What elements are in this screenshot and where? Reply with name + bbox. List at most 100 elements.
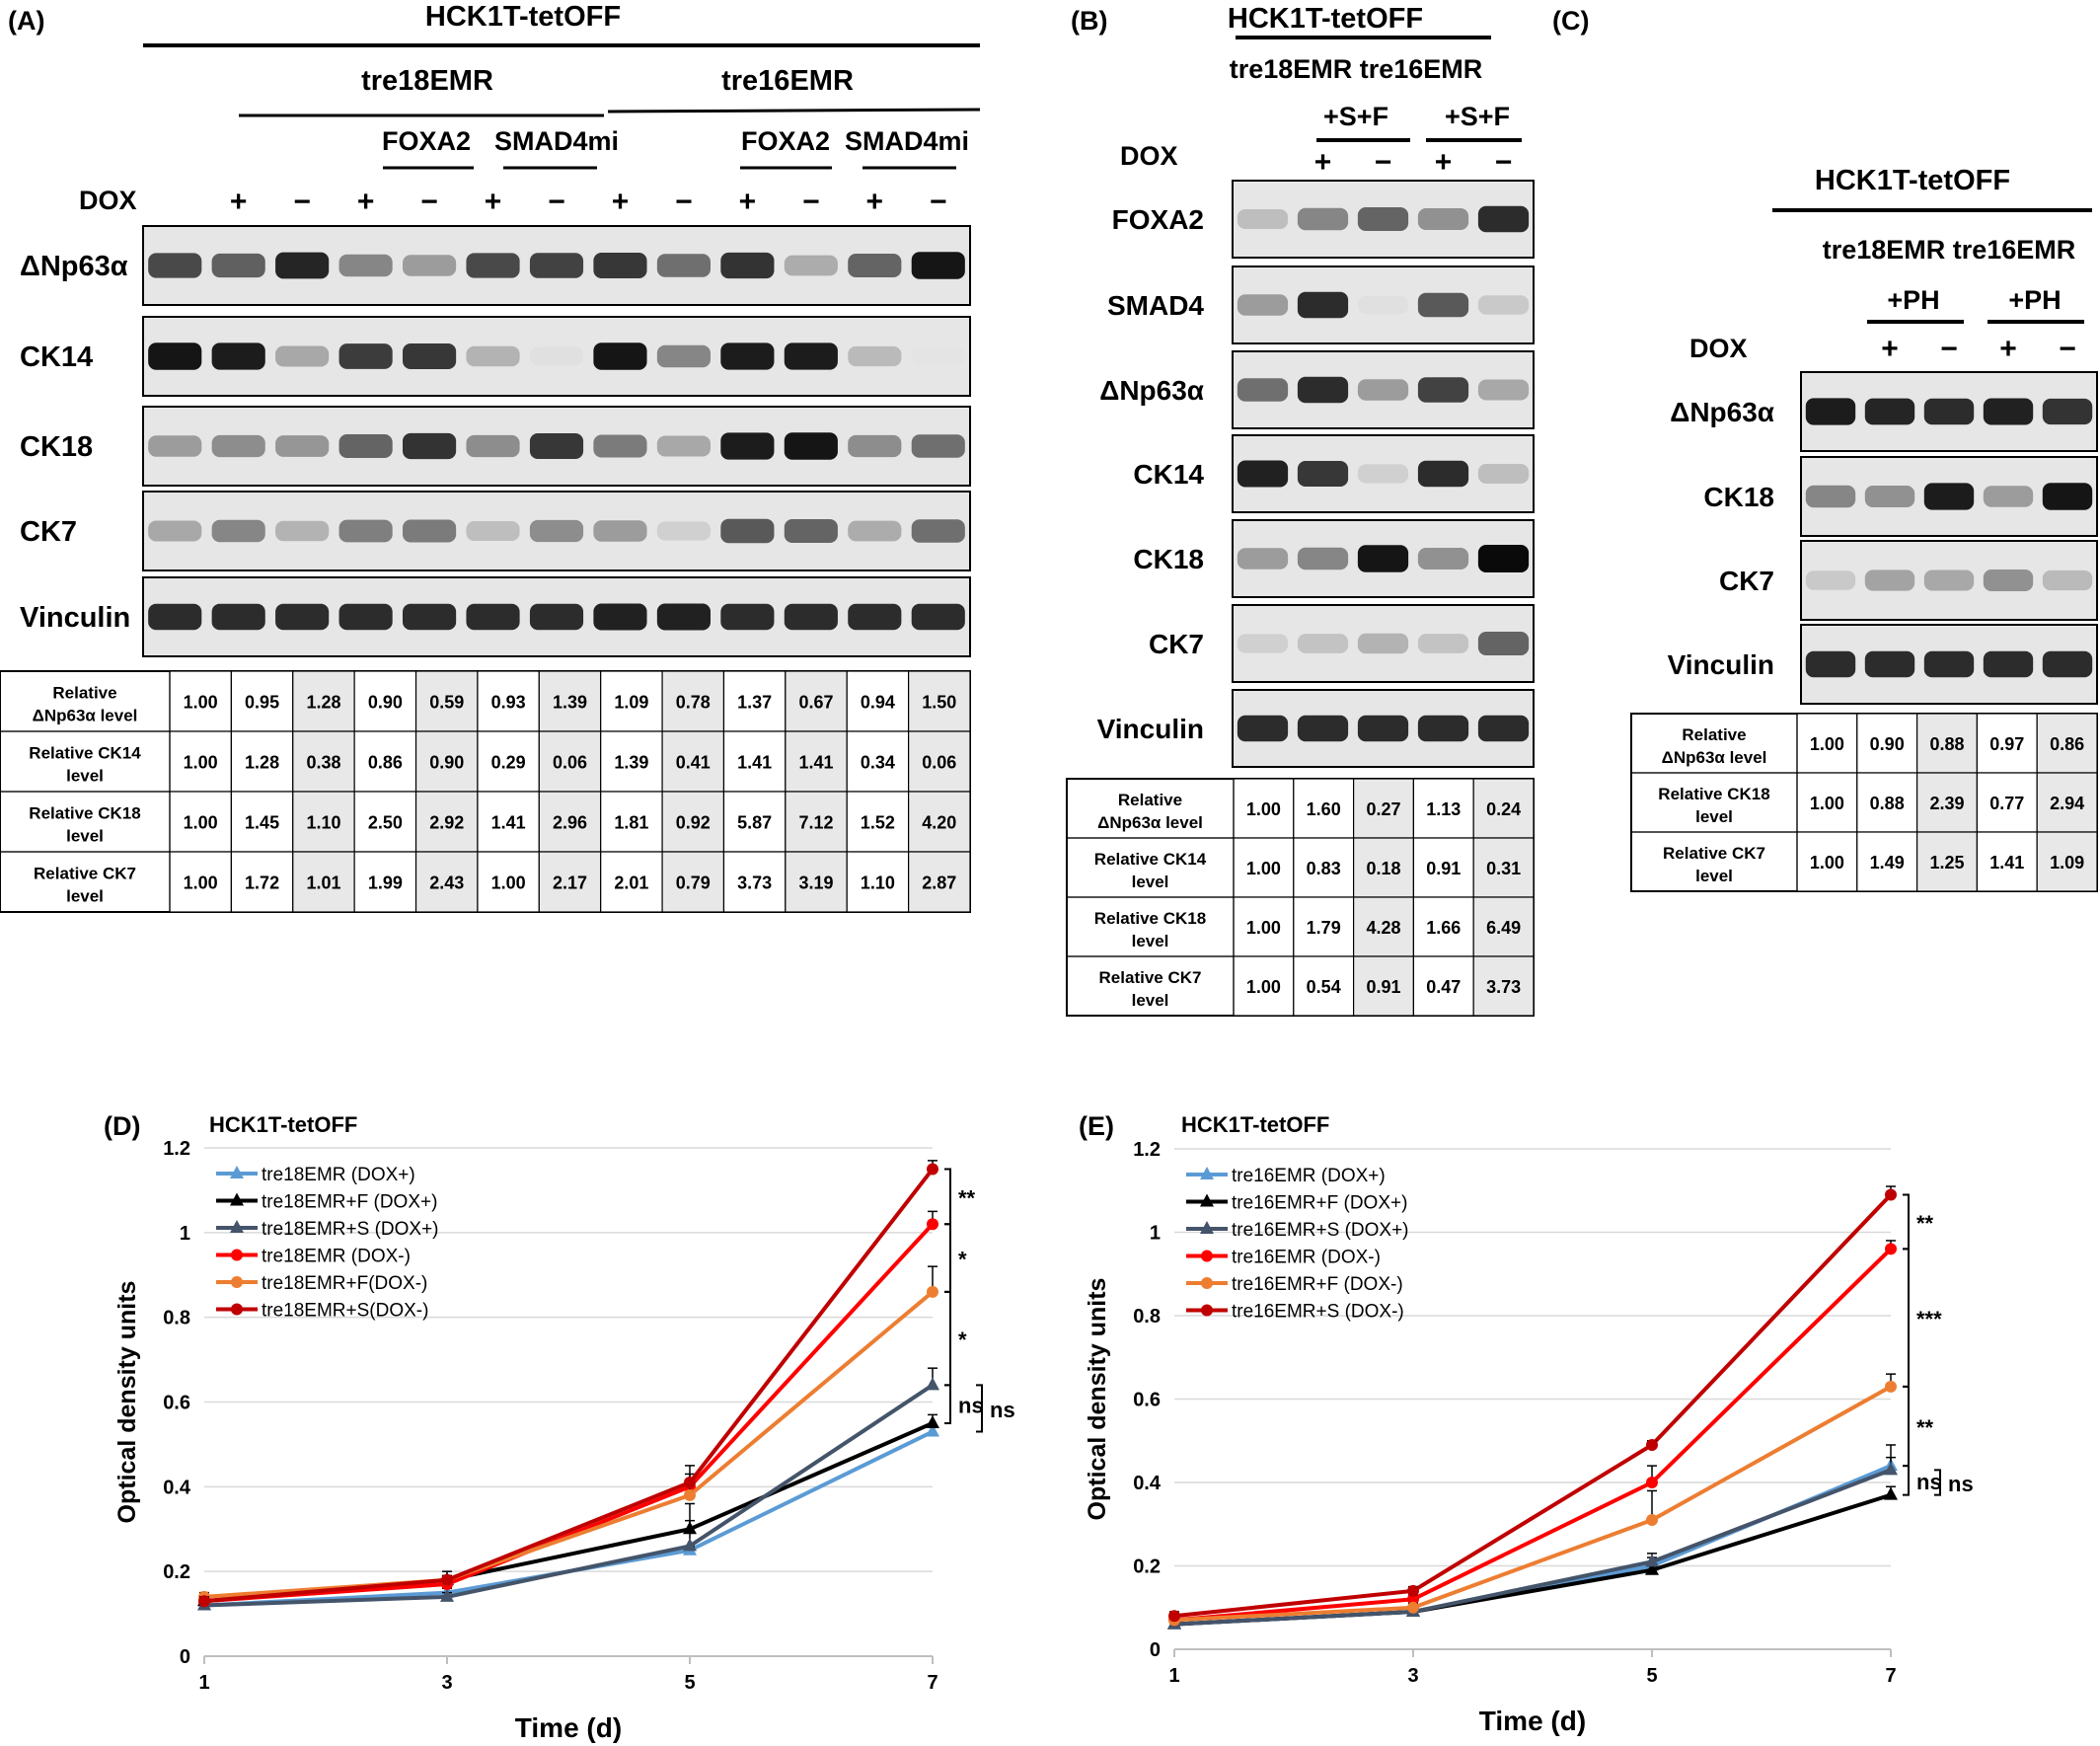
panel-a-cell-value: 1.00 <box>184 693 218 713</box>
panel-a-band <box>148 342 202 370</box>
panel-a-cell-value: 1.00 <box>184 753 218 773</box>
panel-a-sub-4: SMAD4mi <box>845 126 969 156</box>
chart-e-significance: *** <box>1916 1307 1942 1331</box>
panel-c-cell <box>1856 831 1918 892</box>
panel-a-band <box>911 603 965 631</box>
panel-c-cell-value: 1.00 <box>1810 734 1844 754</box>
chart-d-xtick: 1 <box>198 1672 209 1694</box>
panel-c-cell-value: 1.25 <box>1929 853 1964 873</box>
panel-a-cell <box>785 670 848 732</box>
panel-b-band <box>1237 460 1289 488</box>
panel-b-cell <box>1472 955 1535 1017</box>
chart-d-significance: * <box>958 1328 967 1352</box>
panel-a-cell-value: 1.41 <box>737 753 772 773</box>
chart-e-legend-label: tre16EMR (DOX+) <box>1232 1166 1386 1186</box>
chart-e-ytick: 0 <box>1150 1639 1161 1661</box>
chart-e-significance: ns <box>1916 1470 1942 1494</box>
panel-a-band <box>211 603 265 631</box>
panel-c-cell <box>1856 772 1918 833</box>
panel-a-dox-sign: + <box>866 186 884 218</box>
panel-a-cell <box>353 791 417 853</box>
panel-a-dox-label: DOX <box>79 186 137 215</box>
panel-a-cell <box>230 730 294 793</box>
panel-a-cell-value: 0.41 <box>676 753 711 773</box>
panel-a-cell-value: 0.06 <box>553 753 587 773</box>
panel-b-cell-value: 1.66 <box>1426 918 1461 938</box>
panel-a-band <box>403 343 457 369</box>
panel-a-band <box>784 255 838 276</box>
panel-a-band <box>403 519 457 543</box>
chart-e-xtick: 1 <box>1168 1665 1179 1687</box>
panel-a-row-label: level <box>66 767 104 786</box>
chart-d-series-line <box>203 1222 935 1604</box>
panel-b-title: HCK1T-tetOFF <box>1228 3 1423 35</box>
panel-a-cell-value: 1.10 <box>306 813 340 833</box>
panel-c-cell-value: 1.09 <box>2050 853 2084 873</box>
panel-c-cell-value: 0.86 <box>2050 734 2084 754</box>
panel-a-cell-value: 1.28 <box>306 693 340 713</box>
panel-a-cell-value: 0.93 <box>491 693 526 713</box>
panel-c-cell-value: 2.39 <box>1929 794 1964 813</box>
panel-a-band <box>275 435 330 457</box>
chart-e-ytick: 1.2 <box>1133 1139 1161 1161</box>
panel-a-cell-value: 2.43 <box>429 873 464 893</box>
chart-e-point <box>1884 1486 1898 1500</box>
panel-b-band <box>1417 208 1469 230</box>
panel-b-blot-label-4: CK18 <box>1133 544 1204 574</box>
chart-e-bracket <box>1903 1193 1910 1251</box>
panel-a-cell <box>353 851 417 913</box>
panel-b-cell-value: 4.28 <box>1366 918 1400 938</box>
panel-c-row-label: Relative CK18 <box>1658 785 1769 803</box>
panel-a-cell-value: 0.34 <box>861 753 895 773</box>
panel-c-cell-value: 0.97 <box>1989 734 2024 754</box>
panel-a-cell-value: 1.72 <box>245 873 279 893</box>
panel-b-cell <box>1233 837 1295 898</box>
panel-a-sub-1: FOXA2 <box>382 126 471 156</box>
panel-b: (B) HCK1T-tetOFF tre18EMR tre16EMR +S+F … <box>1066 3 1535 1017</box>
panel-b-row-label: level <box>1132 991 1169 1010</box>
panel-a-cell-value: 1.00 <box>184 813 218 833</box>
chart-e-point <box>1885 1188 1897 1201</box>
chart-d-significance: ns <box>990 1398 1015 1422</box>
panel-a-cell-value: 1.01 <box>306 873 340 893</box>
panel-c-cell-value: 1.00 <box>1810 794 1844 813</box>
chart-d-ytick: 0 <box>180 1646 190 1668</box>
panel-c-cell-value: 0.88 <box>1870 794 1905 813</box>
panel-a-cell-value: 0.38 <box>306 753 340 773</box>
panel-a-row-label: Relative <box>52 684 116 703</box>
chart-e-xtick: 3 <box>1407 1665 1418 1687</box>
panel-a-dox-sign: + <box>357 186 375 218</box>
chart-d-point <box>684 1477 696 1489</box>
panel-b-cell <box>1233 896 1295 957</box>
chart-d-point <box>927 1163 938 1176</box>
panel-b-cell <box>1352 837 1414 898</box>
chart-d-xtick: 7 <box>927 1672 938 1694</box>
panel-b-row-label: Relative CK18 <box>1094 909 1206 928</box>
chart-e-point <box>1646 1514 1658 1527</box>
chart-e-legend-label: tre16EMR (DOX-) <box>1232 1248 1381 1268</box>
chart-d-legend-label: tre18EMR+F (DOX+) <box>262 1192 437 1213</box>
panel-a-band <box>593 342 647 370</box>
panel-a-band <box>911 434 965 458</box>
chart-e-legend-label: tre16EMR+S (DOX+) <box>1232 1220 1409 1241</box>
panel-c: (C) HCK1T-tetOFF tre18EMR tre16EMR +PH +… <box>1552 6 2098 892</box>
chart-d-series-line <box>203 1290 935 1599</box>
panel-a-cell <box>661 670 725 732</box>
panel-a-band <box>148 435 202 457</box>
chart-e-point <box>1645 1561 1659 1575</box>
panel-c-blot-label-1: CK18 <box>1703 482 1774 512</box>
panel-a-band <box>848 345 902 367</box>
panel-a-band <box>275 520 330 542</box>
panel-c-dox-sign: + <box>1999 333 2017 365</box>
panel-a-cell-value: 4.20 <box>922 813 956 833</box>
panel-a-band <box>529 433 584 459</box>
panel-d-letter: (D) <box>104 1111 140 1141</box>
panel-a-band <box>338 254 393 277</box>
panel-b-band <box>1297 461 1349 487</box>
panel-a-dox-sign: + <box>485 186 502 218</box>
chart-d-series-5 <box>198 1160 938 1608</box>
panel-a-cell-value: 0.67 <box>799 693 834 713</box>
panel-a-band <box>911 346 965 366</box>
panel-c-band <box>1805 398 1856 425</box>
panel-a-band <box>848 434 902 458</box>
